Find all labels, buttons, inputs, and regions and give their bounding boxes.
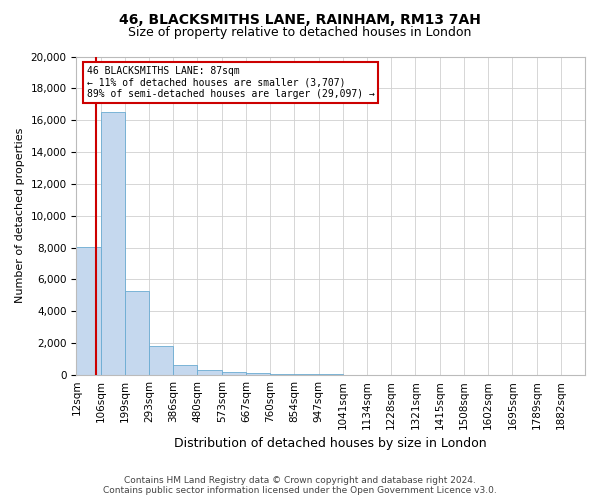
X-axis label: Distribution of detached houses by size in London: Distribution of detached houses by size …	[175, 437, 487, 450]
Bar	[101, 112, 125, 375]
Bar	[295, 374, 319, 375]
Bar	[197, 370, 222, 375]
Bar	[76, 247, 101, 375]
Bar	[222, 372, 246, 375]
Text: Size of property relative to detached houses in London: Size of property relative to detached ho…	[128, 26, 472, 39]
Text: 46 BLACKSMITHS LANE: 87sqm
← 11% of detached houses are smaller (3,707)
89% of s: 46 BLACKSMITHS LANE: 87sqm ← 11% of deta…	[86, 66, 374, 100]
Text: 46, BLACKSMITHS LANE, RAINHAM, RM13 7AH: 46, BLACKSMITHS LANE, RAINHAM, RM13 7AH	[119, 12, 481, 26]
Bar	[319, 374, 343, 375]
Bar	[270, 374, 295, 375]
Bar	[125, 290, 149, 375]
Bar	[149, 346, 173, 375]
Bar	[173, 364, 197, 375]
Y-axis label: Number of detached properties: Number of detached properties	[15, 128, 25, 304]
Bar	[246, 374, 270, 375]
Text: Contains HM Land Registry data © Crown copyright and database right 2024.
Contai: Contains HM Land Registry data © Crown c…	[103, 476, 497, 495]
